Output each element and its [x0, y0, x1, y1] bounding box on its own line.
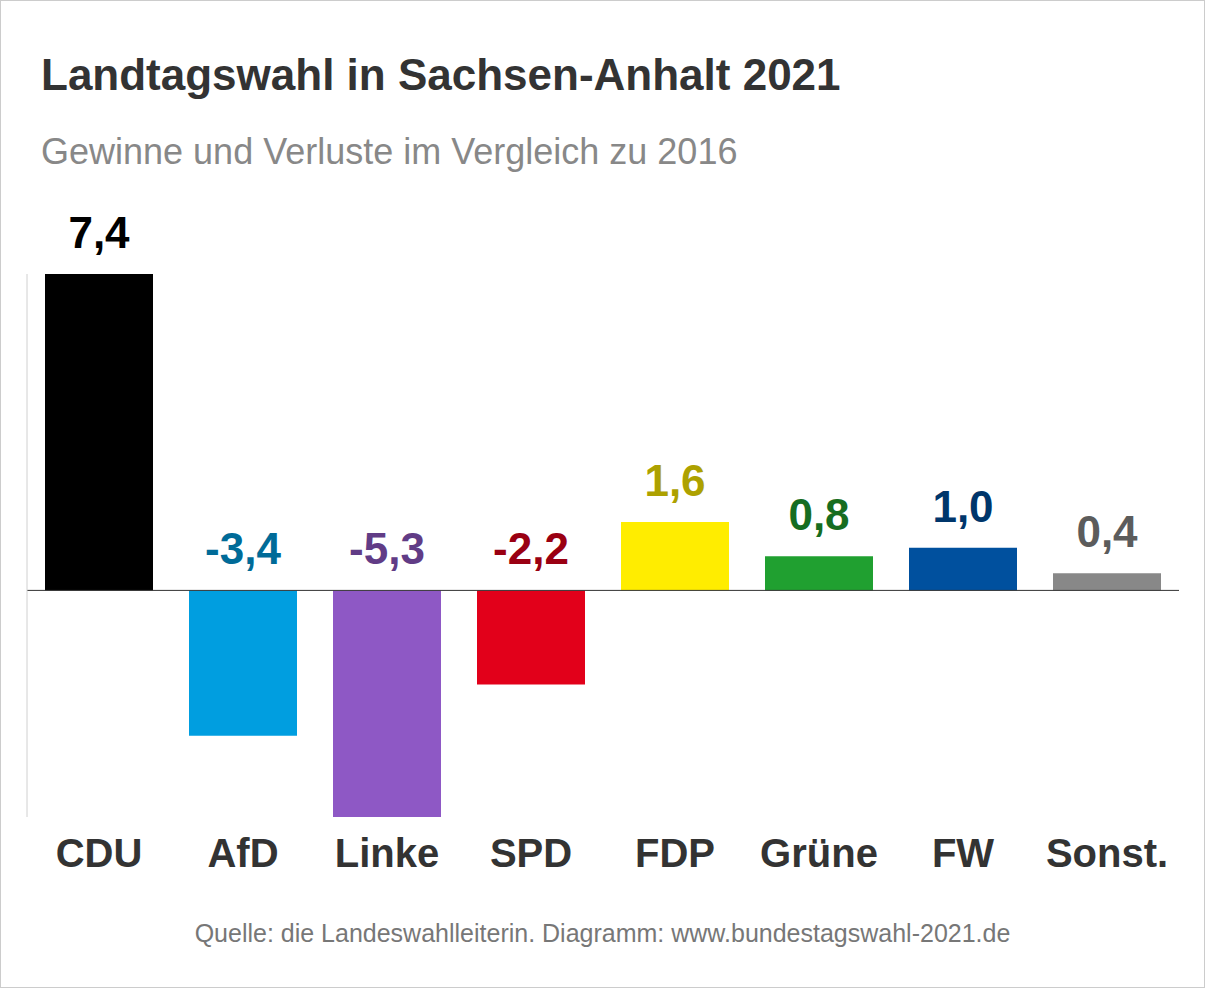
- svg-text:Sonst.: Sonst.: [1046, 831, 1168, 875]
- svg-text:0,8: 0,8: [788, 490, 849, 539]
- svg-text:AfD: AfD: [207, 831, 278, 875]
- html-text:Landtagswahl in Sachsen-Anhalt: Landtagswahl in Sachsen-Anhalt 2021: [41, 50, 841, 99]
- svg-text:-2,2: -2,2: [493, 524, 569, 573]
- svg-text:Linke: Linke: [335, 831, 439, 875]
- html-text:Gewinne und Verluste im Vergle: Gewinne und Verluste im Vergleich zu 201…: [41, 131, 738, 172]
- svg-text:-3,4: -3,4: [205, 524, 281, 573]
- svg-text:CDU: CDU: [56, 831, 143, 875]
- html-text:Quelle: die Landeswahlleiterin: Quelle: die Landeswahlleiterin. Diagramm…: [194, 919, 1011, 947]
- svg-text:FDP: FDP: [635, 831, 715, 875]
- svg-text:1,0: 1,0: [932, 482, 993, 531]
- svg-text:-5,3: -5,3: [349, 524, 425, 573]
- svg-text:Grüne: Grüne: [760, 831, 878, 875]
- svg-text:SPD: SPD: [490, 831, 572, 875]
- svg-text:7,4: 7,4: [68, 208, 130, 257]
- svg-text:0,4: 0,4: [1076, 507, 1138, 556]
- svg-text:1,6: 1,6: [644, 456, 705, 505]
- svg-text:FW: FW: [932, 831, 994, 875]
